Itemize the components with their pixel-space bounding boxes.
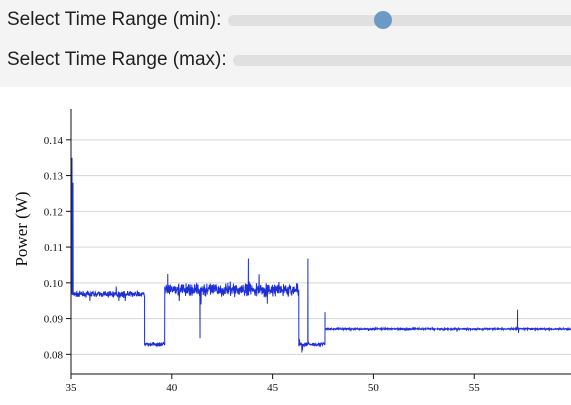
- x-tick-label: 35: [66, 382, 78, 394]
- min-slider-row: Select Time Range (min):: [0, 8, 571, 32]
- y-tick-label: 0.08: [44, 349, 64, 361]
- y-axis-label: Power (W): [12, 191, 31, 266]
- x-tick-label: 50: [368, 382, 380, 394]
- chart-axes: 0.08 0.09 0.10 0.11 0.12 0.13 0.14 35 40 45 50 55: [44, 109, 571, 394]
- y-tick-label: 0.14: [44, 135, 64, 147]
- max-slider-row: Select Time Range (max):: [0, 48, 571, 72]
- power-chart-svg: 0.08 0.09 0.10 0.11 0.12 0.13 0.14 35 40 45 50 55 P…: [12, 109, 571, 394]
- y-tick-label: 0.10: [44, 278, 64, 290]
- chart-grid: [71, 139, 571, 355]
- y-tick-label: 0.11: [44, 242, 63, 254]
- min-time-slider[interactable]: [228, 15, 571, 26]
- min-slider-label: Select Time Range (min):: [7, 9, 222, 30]
- min-slider-thumb[interactable]: [374, 11, 393, 29]
- max-time-slider[interactable]: [233, 55, 571, 66]
- max-slider-label: Select Time Range (max):: [7, 49, 227, 70]
- power-chart: 0.08 0.09 0.10 0.11 0.12 0.13 0.14 35 40 45 50 55 P…: [0, 87, 571, 400]
- x-tick-label: 40: [166, 382, 178, 394]
- y-tick-label: 0.09: [44, 314, 64, 326]
- power-series-line: [70, 157, 571, 353]
- x-tick-label: 45: [267, 382, 279, 394]
- x-tick-label: 55: [469, 382, 481, 394]
- time-range-controls: Select Time Range (min): Select Time Ran…: [0, 0, 571, 87]
- y-tick-label: 0.13: [44, 171, 64, 183]
- y-tick-label: 0.12: [44, 206, 63, 218]
